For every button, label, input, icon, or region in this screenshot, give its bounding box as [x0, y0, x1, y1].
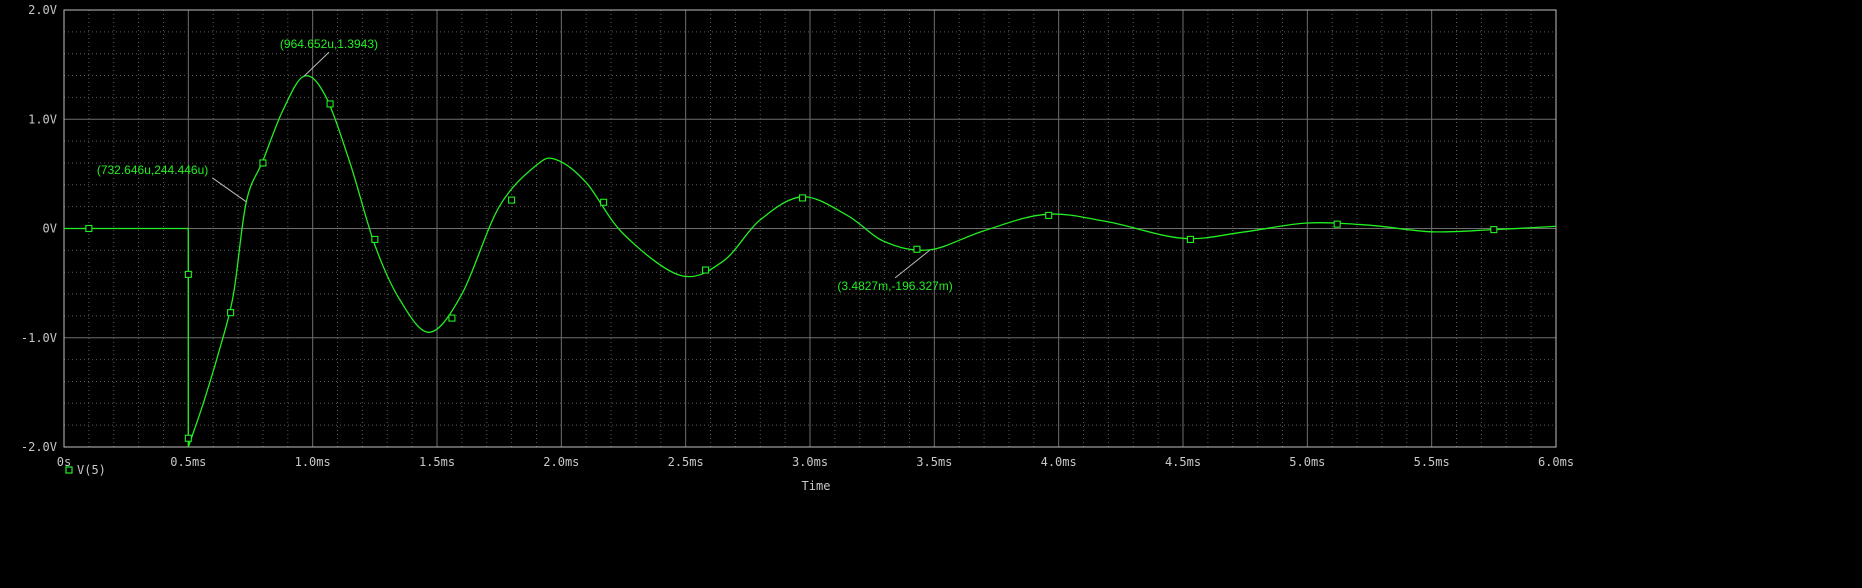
x-tick-label: 3.0ms — [792, 455, 828, 469]
legend-swatch-v5 — [65, 466, 73, 474]
series-marker-v5 — [1333, 220, 1341, 228]
x-tick-label: 6.0ms — [1538, 455, 1574, 469]
series-marker-v5 — [913, 245, 921, 253]
series-marker-v5 — [259, 159, 267, 167]
series-marker-v5 — [227, 309, 235, 317]
series-marker-v5 — [85, 224, 93, 233]
x-tick-label: 2.0ms — [543, 455, 579, 469]
x-axis-label: Time — [802, 479, 831, 493]
y-tick-label: 2.0V — [28, 3, 57, 17]
y-tick-label: 1.0V — [28, 112, 57, 126]
annotation-leader — [211, 177, 247, 203]
series-line-v5 — [64, 75, 1557, 448]
series-marker-v5 — [448, 314, 456, 322]
x-tick-label: 1.5ms — [419, 455, 455, 469]
y-axis-ticks: 2.0V 1.0V 0V -1.0V -2.0V — [21, 3, 57, 454]
legend-label-v5[interactable]: V(5) — [77, 463, 106, 477]
series-marker-v5 — [184, 434, 192, 442]
x-tick-label: 5.5ms — [1414, 455, 1450, 469]
series-marker-v5 — [508, 196, 516, 204]
annotation-layer: (964.652u,1.3943) (732.646u,244.446u) (3.4… — [97, 37, 953, 293]
series-marker-v5 — [1490, 226, 1498, 234]
marker-layer — [85, 100, 1498, 442]
annotation-leader — [894, 249, 931, 279]
series-marker-v5 — [326, 100, 334, 108]
x-tick-label: 5.0ms — [1289, 455, 1325, 469]
series-marker-v5 — [798, 194, 807, 202]
x-tick-label: 4.0ms — [1041, 455, 1077, 469]
series-layer — [64, 75, 1557, 448]
x-tick-label: 2.5ms — [668, 455, 704, 469]
y-tick-label: -1.0V — [21, 331, 57, 345]
legend[interactable]: V(5) — [65, 463, 106, 477]
annotation-label: (964.652u,1.3943) — [280, 37, 378, 51]
x-tick-label: 0.5ms — [170, 455, 206, 469]
y-tick-label: -2.0V — [21, 440, 57, 454]
series-marker-v5 — [702, 266, 710, 274]
series-marker-v5 — [1186, 235, 1195, 243]
series-marker-v5 — [184, 270, 192, 278]
x-axis-ticks: 0s 0.5ms 1.0ms 1.5ms 2.0ms 2.5ms 3.0ms 3.5ms 4.0… — [57, 455, 1574, 469]
y-tick-label: 0V — [43, 222, 57, 236]
annotation-label: (3.4827m,-196.327m) — [837, 279, 952, 293]
annotation-label: (732.646u,244.446u) — [97, 163, 208, 177]
series-marker-v5 — [600, 198, 608, 206]
series-marker-v5 — [371, 235, 379, 243]
x-tick-label: 3.5ms — [916, 455, 952, 469]
series-marker-v5 — [1045, 211, 1053, 219]
x-tick-label: 1.0ms — [295, 455, 331, 469]
x-tick-label: 4.5ms — [1165, 455, 1201, 469]
x-tick-label: 0s — [57, 455, 71, 469]
annotation-leader — [303, 51, 330, 77]
